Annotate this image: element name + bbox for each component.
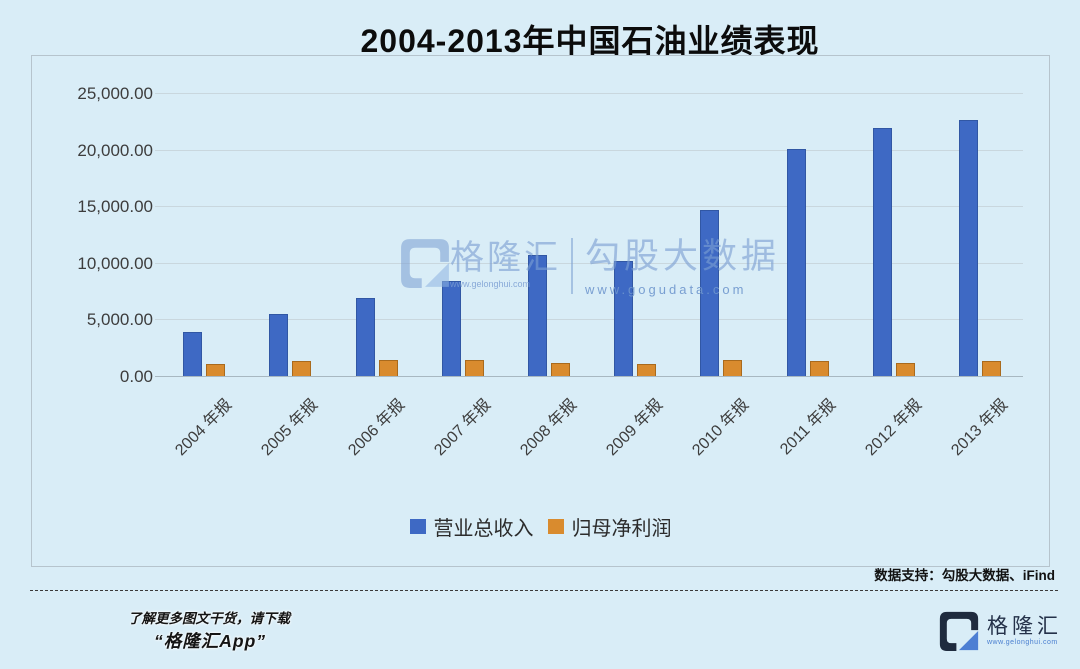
x-tick-label: 2011 年报 <box>776 396 839 459</box>
legend-label: 归母净利润 <box>571 518 672 540</box>
x-tick-label: 2012 年报 <box>861 396 925 460</box>
bars-row <box>161 93 1023 376</box>
x-tick-label: 2007 年报 <box>430 396 494 460</box>
revenue-bar-2012 <box>872 127 892 376</box>
bar-group <box>420 93 506 376</box>
x-tick-label: 2005 年报 <box>258 396 322 460</box>
profit-bar-2009 <box>637 364 657 376</box>
x-tick-label: 2004 年报 <box>172 396 236 460</box>
profit-bar-2007 <box>464 359 484 376</box>
y-tick-label: 10,000.00 <box>77 253 153 273</box>
bar-group <box>333 93 419 376</box>
y-tick-label: 15,000.00 <box>77 197 153 217</box>
bar-group <box>592 93 678 376</box>
chart-title: 2004-2013年中国石油业绩表现 <box>360 23 820 59</box>
revenue-bar-2013 <box>958 120 978 376</box>
gridline <box>155 149 1023 151</box>
revenue-bar-2004 <box>183 332 203 376</box>
bar-group <box>247 93 333 376</box>
legend-item: 营业总收入 <box>409 512 534 541</box>
y-tick-label: 25,000.00 <box>77 84 153 103</box>
gridline <box>155 319 1023 321</box>
chart-legend: 营业总收入 归母净利润 <box>32 512 1049 541</box>
source-note: 数据支持：勾股大数据、iFind <box>874 568 1055 583</box>
bar-group <box>851 93 937 376</box>
legend-swatch <box>547 519 564 534</box>
profit-bar-2005 <box>292 360 312 376</box>
footer-promo-line2: “格隆汇App” <box>154 631 267 651</box>
legend-swatch <box>409 519 426 534</box>
revenue-bar-2007 <box>441 281 461 376</box>
x-axis-line <box>155 376 1023 377</box>
bar-group <box>678 93 764 376</box>
bar-group <box>506 93 592 376</box>
bar-group <box>161 93 247 376</box>
footer-logo: 格隆汇 www.gelonghui.com <box>939 611 1062 651</box>
revenue-bar-2009 <box>614 260 634 376</box>
gridline <box>155 93 1023 94</box>
profit-bar-2012 <box>895 362 915 376</box>
footer-logo-url: www.gelonghui.com <box>987 639 1058 647</box>
x-tick-label: 2008 年报 <box>517 396 581 460</box>
chart-frame: 营业总收入 归母净利润 25,000.00 20,000.00 15,000.00 10… <box>31 55 1050 567</box>
footer-logo-text: 格隆汇 <box>987 614 1062 638</box>
x-tick-label: 2006 年报 <box>344 396 408 460</box>
profit-bar-2004 <box>206 364 226 376</box>
gridline <box>155 206 1023 208</box>
x-tick-label: 2010 年报 <box>689 396 753 460</box>
footer-promo-line1: 了解更多图文干货，请下载 <box>128 611 290 626</box>
revenue-bar-2005 <box>269 313 289 376</box>
gelonghui-logo-icon <box>939 611 979 651</box>
x-tick-label: 2013 年报 <box>948 396 1012 460</box>
bar-group <box>764 93 850 376</box>
y-tick-label: 20,000.00 <box>77 140 153 160</box>
revenue-bar-2011 <box>786 149 806 376</box>
profit-bar-2008 <box>550 363 570 376</box>
legend-item: 归母净利润 <box>547 512 672 541</box>
revenue-bar-2008 <box>527 254 547 376</box>
gridline <box>155 262 1023 264</box>
revenue-bar-2010 <box>700 210 720 376</box>
profit-bar-2011 <box>809 360 829 376</box>
y-tick-label: 0.00 <box>119 367 153 386</box>
y-tick-label: 5,000.00 <box>86 310 153 330</box>
profit-bar-2013 <box>981 361 1001 376</box>
legend-label: 营业总收入 <box>433 518 534 540</box>
profit-bar-2010 <box>723 360 743 376</box>
x-tick-label: 2009 年报 <box>603 396 667 460</box>
revenue-bar-2006 <box>355 298 375 376</box>
bar-group <box>937 93 1023 376</box>
profit-bar-2006 <box>378 359 398 376</box>
dashed-divider <box>30 590 1058 591</box>
